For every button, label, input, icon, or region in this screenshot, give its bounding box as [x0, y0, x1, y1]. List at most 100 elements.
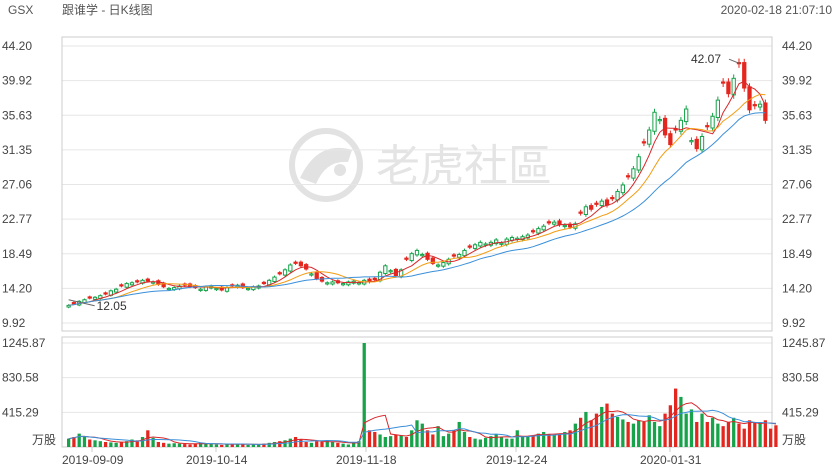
candle-body [103, 292, 108, 295]
candle-body [726, 81, 731, 95]
candlestick [420, 252, 425, 258]
candle-body [536, 228, 541, 234]
volume-axis-right: 1245.87 830.58 415.29 [782, 336, 826, 419]
volume-bar [125, 441, 129, 447]
volume-bar [278, 441, 282, 447]
candle-body [457, 253, 462, 258]
candle-body [404, 257, 409, 260]
high-annotation-label: 42.07 [691, 52, 721, 66]
volume-grid [62, 342, 772, 413]
candlestick [409, 251, 414, 263]
price-tick-label: 39.92 [782, 74, 812, 88]
volume-bar [568, 430, 572, 447]
volume-bar [758, 423, 762, 447]
volume-bar [188, 444, 192, 447]
volume-bar [373, 431, 377, 447]
candle-body [657, 119, 662, 122]
candle-body [119, 284, 124, 287]
volume-bar [167, 443, 171, 447]
candle-body [414, 249, 420, 256]
candlestick [441, 260, 446, 268]
candlestick [763, 99, 768, 124]
volume-bar [135, 440, 139, 447]
candle-body [678, 119, 684, 132]
candlestick [129, 281, 135, 287]
price-panel-frame [61, 36, 773, 332]
candle-body [562, 224, 567, 228]
candlestick [673, 125, 678, 134]
candlestick [662, 115, 668, 139]
volume-bar [77, 433, 81, 447]
volume-bar [320, 441, 324, 447]
volume-bar [404, 436, 409, 447]
price-axis-left: 44.20 39.92 35.63 31.35 27.06 22.77 18.49 14.20… [2, 39, 32, 330]
volume-bar [695, 421, 699, 447]
candle-body [662, 117, 668, 136]
volume-bar [478, 439, 482, 447]
candle-body [610, 197, 615, 200]
volume-tick-label: 1245.87 [2, 336, 46, 350]
candle-body [245, 287, 251, 291]
candlestick [530, 228, 536, 234]
candle-body [383, 265, 388, 274]
candle-body [325, 282, 330, 285]
candle-body [604, 199, 610, 206]
candle-body [451, 254, 457, 257]
volume-tick-label: 415.29 [2, 405, 39, 419]
ma5-line [68, 80, 766, 306]
volume-bar [710, 417, 715, 447]
candlestick [404, 256, 409, 262]
candle-body [129, 282, 135, 286]
candlestick [657, 116, 662, 125]
price-tick-label: 14.20 [2, 281, 32, 295]
volume-bar [642, 421, 646, 447]
candle-body [356, 282, 362, 285]
candle-body [757, 103, 763, 108]
candlestick [114, 287, 119, 294]
volume-average-lines [68, 402, 776, 445]
volume-bar [241, 444, 245, 447]
candle-body [694, 138, 699, 150]
candlestick [720, 78, 726, 88]
volume-bar [610, 413, 614, 447]
volume-bar [600, 406, 604, 447]
candlestick [372, 276, 377, 282]
price-tick-label: 35.63 [2, 108, 32, 122]
candlestick [752, 101, 757, 110]
price-tick-label: 44.20 [2, 39, 32, 53]
volume-bar [452, 430, 456, 447]
volume-bar [526, 436, 530, 447]
candlestick [388, 269, 393, 274]
candlestick [309, 272, 314, 277]
moving-average-lines [68, 80, 766, 306]
volume-bar [309, 442, 314, 447]
volume-bar [330, 441, 335, 447]
volume-bar [499, 436, 504, 447]
candle-body [699, 136, 705, 151]
candle-body [530, 230, 536, 233]
date-tick-label: 2019-12-24 [486, 453, 548, 467]
volume-axis-left: 1245.87 830.58 415.29 [2, 336, 46, 419]
candle-body [652, 111, 657, 132]
candlestick [277, 271, 282, 276]
volume-bars [67, 343, 778, 447]
volume-bar [357, 441, 361, 447]
volume-bar [737, 423, 741, 447]
ticker-label: GSX [8, 3, 33, 17]
candle-body [472, 244, 478, 249]
candle-body [668, 133, 673, 146]
volume-bar [172, 443, 176, 447]
candle-body [309, 273, 314, 276]
volume-tick-label: 830.58 [782, 371, 819, 385]
candlestick [647, 126, 652, 148]
candlestick [272, 275, 277, 284]
volume-bar [721, 426, 725, 447]
volume-bar [605, 403, 609, 447]
volume-bar [156, 441, 161, 447]
candle-body [340, 283, 346, 286]
volume-bar [658, 426, 662, 447]
volume-bar [557, 433, 562, 447]
date-axis: 2019-09-09 2019-10-14 2019-11-18 2019-12-24… [62, 447, 702, 467]
volume-bar [663, 413, 667, 447]
